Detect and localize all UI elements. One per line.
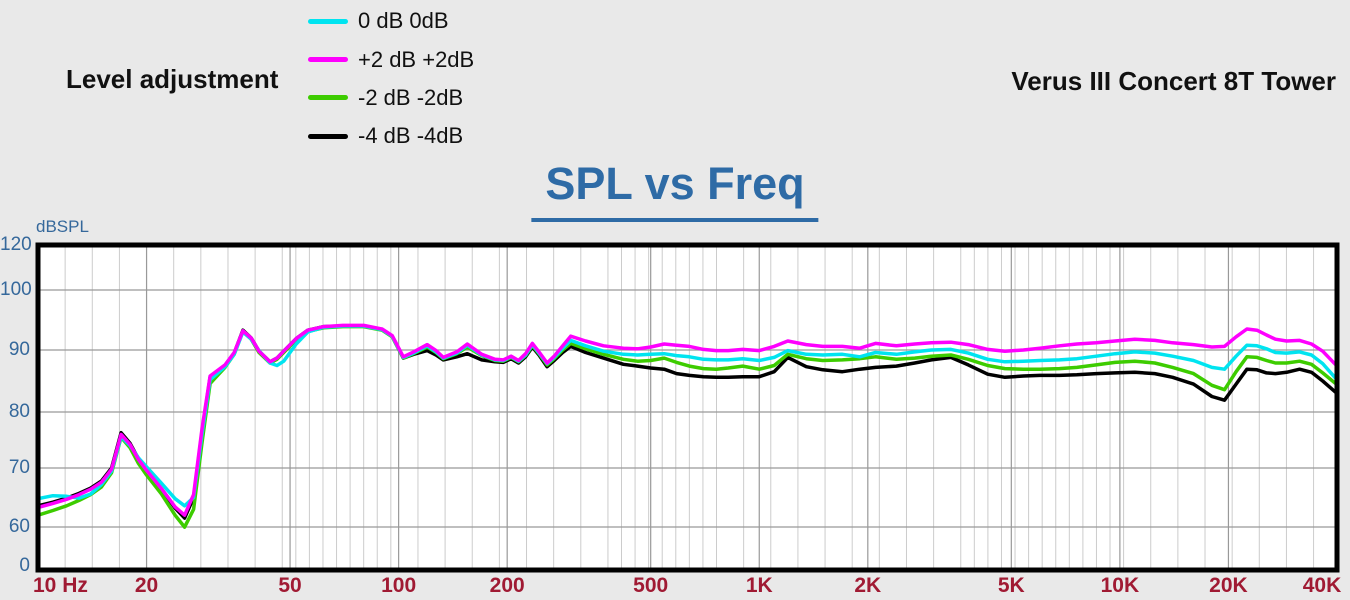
x-tick-label-10K: 10K: [1100, 574, 1140, 597]
legend-item: -2 dB -2dB: [308, 79, 474, 117]
series-line-+2-db-+2db: [38, 323, 1337, 517]
y-tick-label-100: 100: [0, 279, 32, 300]
legend: 0 dB 0dB +2 dB +2dB -2 dB -2dB -4 dB -4d…: [308, 2, 474, 156]
legend-label-minus2db: -2 dB -2dB: [358, 84, 464, 110]
legend-label-0db: 0 dB 0dB: [358, 8, 449, 34]
speaker-model-title: Verus III Concert 8T Tower: [1011, 66, 1336, 96]
legend-swatch-minus4db: [308, 133, 348, 139]
x-tick-label-1K: 1K: [745, 574, 773, 597]
x-tick-label-20K: 20K: [1209, 574, 1248, 597]
legend-swatch-minus2db: [308, 95, 348, 101]
level-adjustment-title: Level adjustment: [66, 64, 279, 94]
y-tick-label-70: 70: [8, 457, 30, 478]
legend-item: 0 dB 0dB: [308, 2, 474, 40]
x-tick-label-50: 50: [278, 574, 302, 597]
x-tick-label-200: 200: [489, 574, 525, 597]
chart-title-text: SPL vs Freq: [531, 158, 819, 222]
x-tick-label-20: 20: [134, 574, 159, 597]
y-tick-label-80: 80: [8, 401, 30, 422]
x-tick-label-40K: 40K: [1302, 574, 1342, 597]
legend-swatch-0db: [308, 18, 348, 24]
series-line-0-db-0db: [38, 324, 1337, 508]
y-tick-label-90: 90: [8, 339, 30, 360]
x-tick-label-500: 500: [633, 574, 669, 597]
y-tick-label-120: 120: [0, 234, 32, 255]
legend-label-minus4db: -4 dB -4dB: [358, 123, 464, 149]
legend-label-plus2db: +2 dB +2dB: [358, 46, 475, 72]
legend-item: +2 dB +2dB: [308, 40, 474, 78]
x-tick-label-10-Hz: 10 Hz: [33, 574, 88, 597]
chart-title: SPL vs Freq: [531, 158, 819, 222]
x-tick-label-2K: 2K: [854, 574, 882, 597]
y-tick-label-0: 0: [19, 555, 30, 576]
y-tick-label-60: 60: [8, 516, 30, 537]
legend-swatch-plus2db: [308, 57, 348, 63]
x-tick-label-100: 100: [381, 574, 417, 597]
x-tick-label-5K: 5K: [997, 574, 1025, 597]
legend-item: -4 dB -4dB: [308, 117, 474, 155]
y-axis-unit-label: dBSPL: [36, 217, 89, 236]
